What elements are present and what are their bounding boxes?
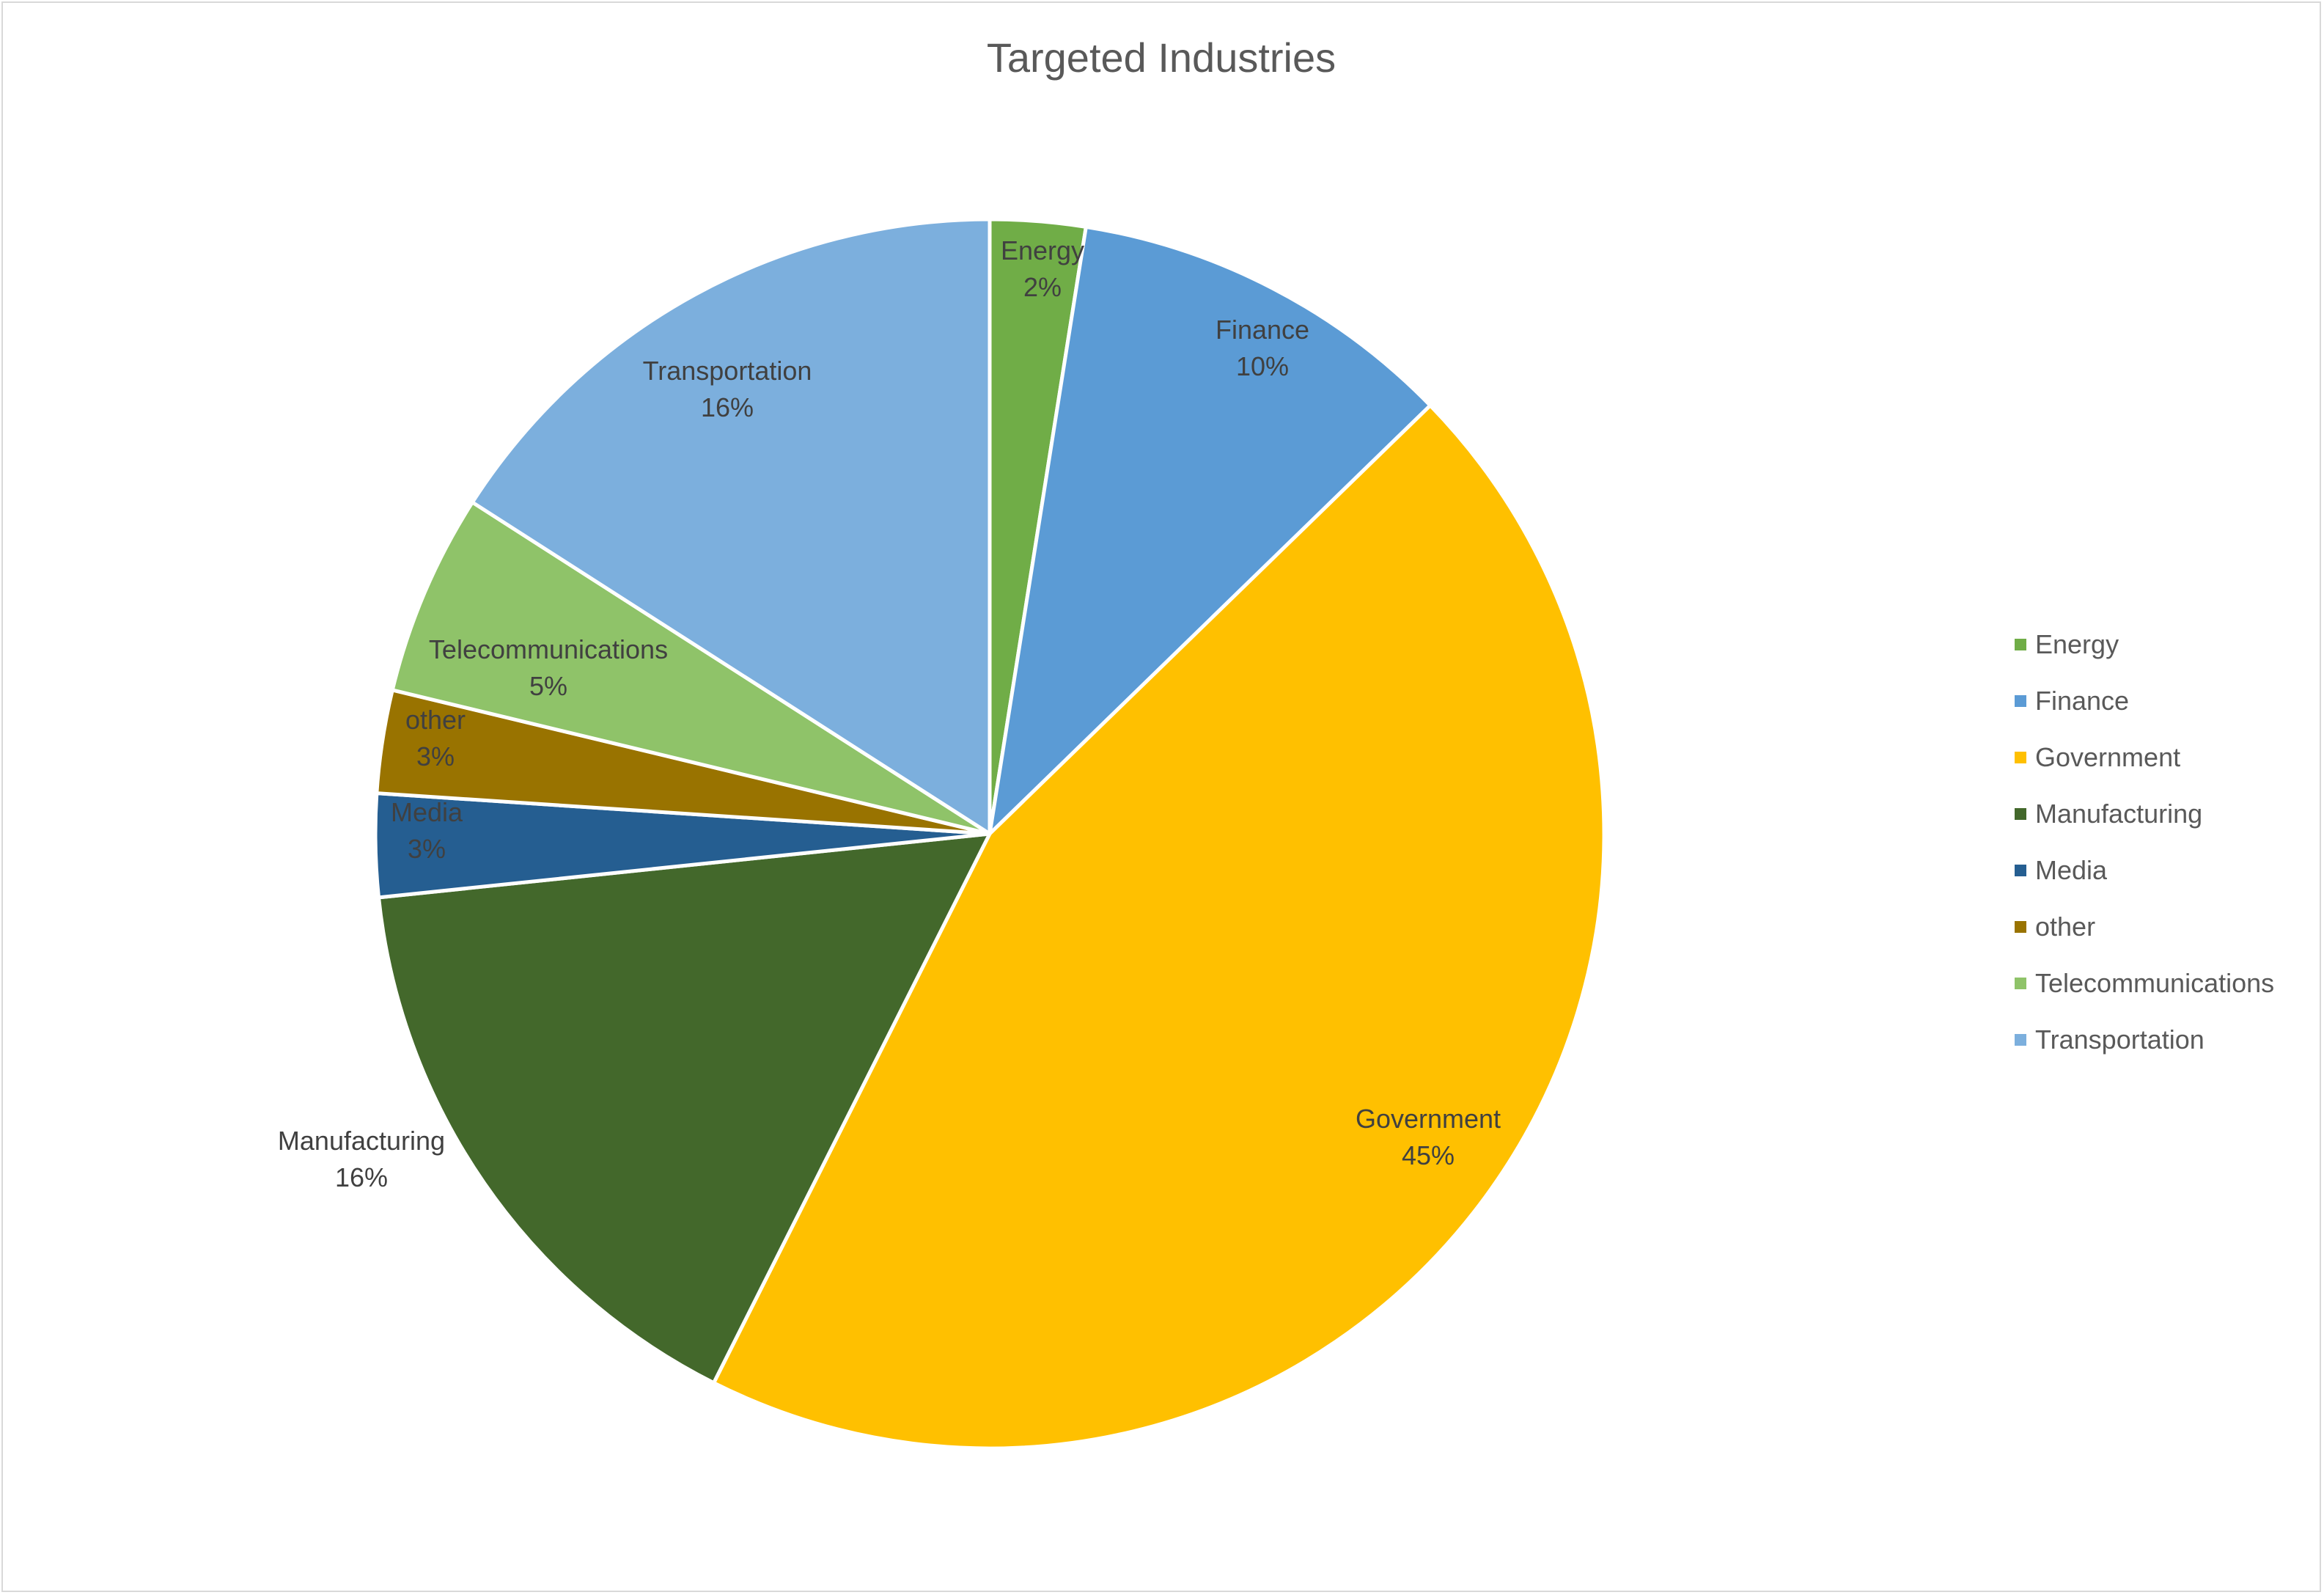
data-label-finance: Finance 10% <box>1216 315 1309 381</box>
data-label-percent: 45% <box>1402 1140 1455 1170</box>
data-label-percent: 3% <box>416 741 455 771</box>
data-label-category: Finance <box>1216 315 1309 345</box>
data-label-category: Telecommunications <box>429 634 668 664</box>
legend-swatch <box>2015 752 2026 763</box>
data-label-government: Government 45% <box>1356 1104 1501 1170</box>
legend-item-other[interactable]: other <box>2015 912 2095 942</box>
legend-label: Media <box>2035 855 2108 885</box>
legend-item-media[interactable]: Media <box>2015 855 2108 885</box>
legend-swatch <box>2015 921 2026 933</box>
data-label-percent: 10% <box>1236 351 1289 381</box>
chart-title: Targeted Industries <box>987 34 1336 81</box>
data-label-telecommunications: Telecommunications 5% <box>429 634 668 701</box>
pie-chart: Targeted Industries Energy 2% Finance 10% Go… <box>278 34 2274 1451</box>
legend-label: Transportation <box>2035 1024 2205 1055</box>
legend-item-transportation[interactable]: Transportation <box>2015 1024 2205 1055</box>
legend-label: Finance <box>2035 686 2129 716</box>
data-label-energy: Energy 2% <box>1001 235 1084 302</box>
legend-label: Energy <box>2035 629 2119 659</box>
data-label-category: Government <box>1356 1104 1501 1134</box>
data-label-percent: 3% <box>408 834 446 864</box>
pie-slices <box>373 217 1606 1451</box>
legend-label: Government <box>2035 742 2180 772</box>
legend-item-government[interactable]: Government <box>2015 742 2180 772</box>
legend-label: other <box>2035 912 2095 942</box>
pie-slice-telecommunications[interactable] <box>390 500 992 836</box>
data-label-manufacturing: Manufacturing 16% <box>278 1126 445 1192</box>
pie-slice-finance[interactable] <box>988 224 1433 836</box>
data-label-category: Transportation <box>643 356 812 386</box>
data-label-category: other <box>405 705 466 735</box>
data-label-percent: 2% <box>1023 272 1062 302</box>
legend-item-manufacturing[interactable]: Manufacturing <box>2015 799 2202 829</box>
data-label-percent: 16% <box>701 392 754 422</box>
legend-label: Telecommunications <box>2035 968 2274 998</box>
legend-swatch <box>2015 978 2026 989</box>
data-label-category: Manufacturing <box>278 1126 445 1156</box>
pie-slice-government[interactable] <box>712 403 1606 1451</box>
data-label-category: Energy <box>1001 235 1084 265</box>
pie-slice-transportation[interactable] <box>470 217 992 836</box>
legend-swatch <box>2015 808 2026 820</box>
legend-label: Manufacturing <box>2035 799 2202 829</box>
legend-item-finance[interactable]: Finance <box>2015 686 2129 716</box>
data-label-other: other 3% <box>405 705 466 771</box>
legend-item-telecommunications[interactable]: Telecommunications <box>2015 968 2274 998</box>
legend: Energy Finance Government Manufacturing Medi… <box>2015 629 2274 1055</box>
legend-swatch <box>2015 695 2026 707</box>
legend-swatch <box>2015 1034 2026 1046</box>
data-label-percent: 5% <box>529 671 567 701</box>
legend-item-energy[interactable]: Energy <box>2015 629 2119 659</box>
pie-slice-manufacturing[interactable] <box>377 832 992 1385</box>
data-label-transportation: Transportation 16% <box>643 356 812 422</box>
legend-swatch <box>2015 865 2026 876</box>
data-label-percent: 16% <box>335 1162 388 1192</box>
legend-swatch <box>2015 639 2026 650</box>
pie-data-labels: Energy 2% Finance 10% Government 45% Manufactu… <box>278 235 1501 1192</box>
data-label-media: Media 3% <box>391 797 463 864</box>
data-label-category: Media <box>391 797 463 827</box>
